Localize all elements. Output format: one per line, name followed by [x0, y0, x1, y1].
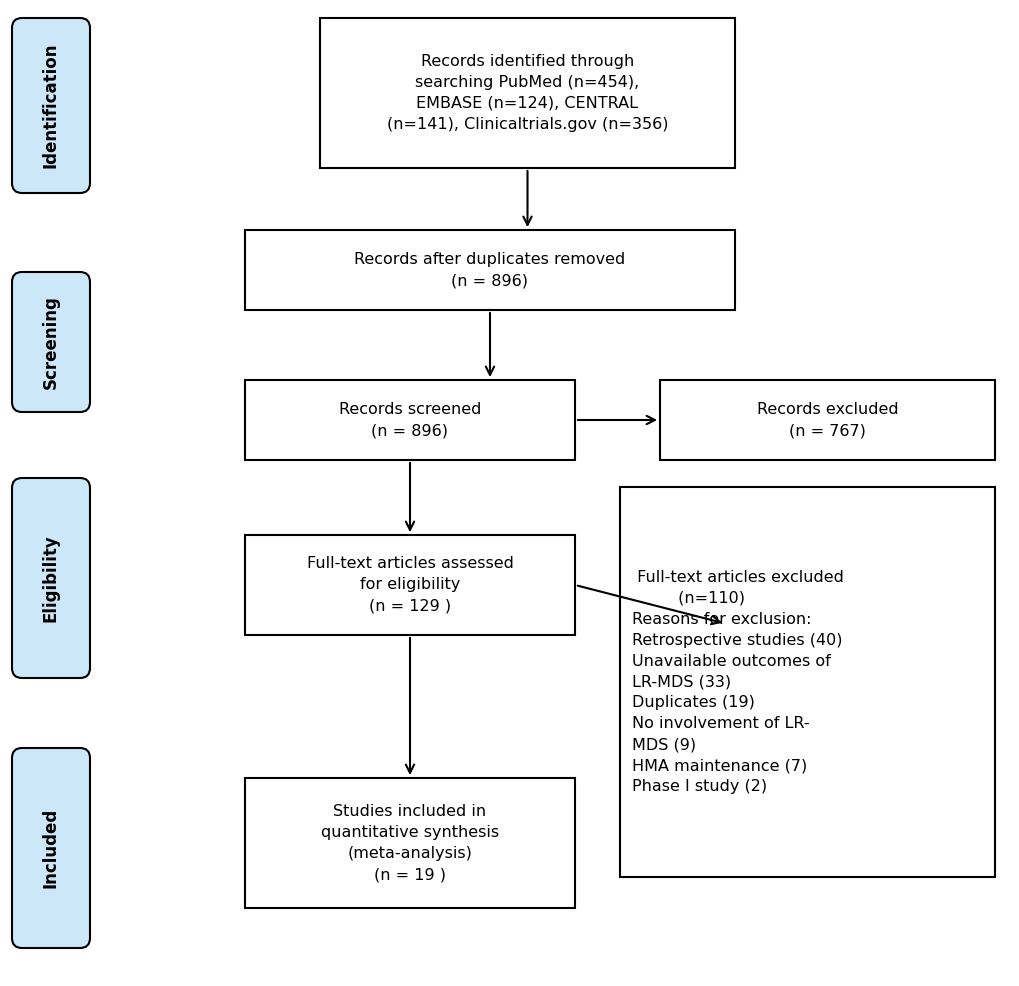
Text: Records excluded
(n = 767): Records excluded (n = 767) — [756, 402, 898, 438]
Bar — [320, 18, 735, 168]
FancyBboxPatch shape — [12, 748, 90, 948]
Bar — [245, 778, 575, 908]
Text: Full-text articles assessed
for eligibility
(n = 129 ): Full-text articles assessed for eligibil… — [307, 556, 513, 613]
Text: Studies included in
quantitative synthesis
(meta-analysis)
(n = 19 ): Studies included in quantitative synthes… — [321, 804, 498, 882]
Text: Records after duplicates removed
(n = 896): Records after duplicates removed (n = 89… — [354, 252, 625, 288]
Text: Records identified through
searching PubMed (n=454),
EMBASE (n=124), CENTRAL
(n=: Records identified through searching Pub… — [386, 54, 667, 132]
FancyBboxPatch shape — [12, 478, 90, 678]
FancyBboxPatch shape — [12, 18, 90, 193]
Bar — [245, 535, 575, 635]
Text: Records screened
(n = 896): Records screened (n = 896) — [338, 402, 481, 438]
FancyBboxPatch shape — [12, 272, 90, 412]
Bar — [245, 230, 735, 310]
Text: Included: Included — [42, 808, 60, 888]
Text: Full-text articles excluded
         (n=110)
Reasons for exclusion:
Retrospectiv: Full-text articles excluded (n=110) Reas… — [632, 570, 843, 795]
Bar — [245, 380, 575, 460]
Text: Eligibility: Eligibility — [42, 534, 60, 622]
Bar — [659, 380, 994, 460]
Text: Screening: Screening — [42, 295, 60, 388]
Bar — [620, 487, 994, 877]
Text: Identification: Identification — [42, 42, 60, 169]
